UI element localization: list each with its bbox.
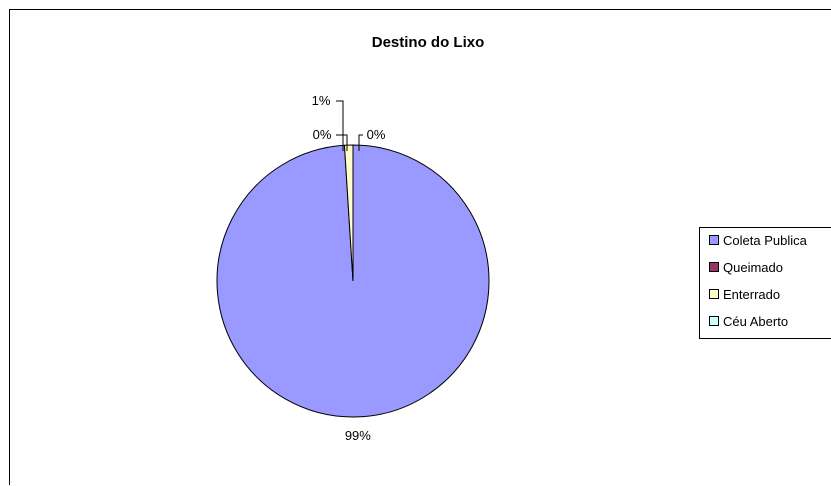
legend-label-queimado: Queimado xyxy=(723,259,783,275)
pie-chart: Destino do Lixo 99% 0% 1% 0% xyxy=(216,34,490,443)
data-label-enterrado: 1% xyxy=(312,93,331,108)
legend-item-coleta-publica: Coleta Publica xyxy=(709,232,807,248)
legend-swatch-coleta-publica xyxy=(709,235,719,245)
legend-item-ceu-aberto: Céu Aberto xyxy=(709,313,788,329)
legend-item-queimado: Queimado xyxy=(709,259,783,275)
data-labels: 99% 0% 1% 0% xyxy=(312,93,386,443)
legend-swatch-enterrado xyxy=(709,289,719,299)
legend-label-ceu-aberto: Céu Aberto xyxy=(723,313,789,329)
pie-slices xyxy=(216,144,490,418)
chart-legend: Coleta Publica Queimado Enterrado Céu Ab… xyxy=(699,227,831,339)
chart-area: Destino do Lixo 99% 0% 1% 0% xyxy=(9,9,831,485)
leader-lines xyxy=(336,100,363,151)
legend-item-enterrado: Enterrado xyxy=(709,286,780,302)
data-label-queimado: 0% xyxy=(313,127,332,142)
leader-line-ceu-aberto xyxy=(358,134,363,151)
chart-title: Destino do Lixo xyxy=(372,34,485,51)
legend-label-enterrado: Enterrado xyxy=(723,286,781,302)
data-label-ceu-aberto: 0% xyxy=(367,127,386,142)
legend-swatch-ceu-aberto xyxy=(709,316,719,326)
data-label-coleta-publica: 99% xyxy=(345,428,371,443)
pie-slice-enterrado xyxy=(343,144,354,282)
legend-swatch-queimado xyxy=(709,262,719,272)
legend-label-coleta-publica: Coleta Publica xyxy=(723,232,807,248)
leader-line-enterrado xyxy=(336,100,344,151)
leader-line-queimado xyxy=(336,134,348,151)
